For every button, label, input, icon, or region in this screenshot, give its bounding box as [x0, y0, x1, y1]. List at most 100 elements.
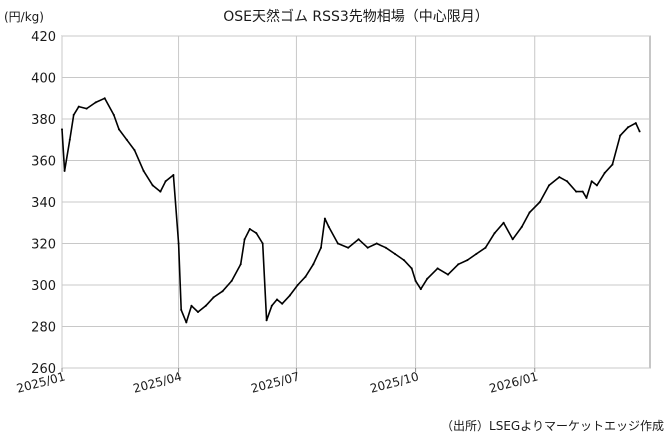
price-data-point	[172, 174, 175, 176]
price-data-point	[493, 232, 496, 235]
price-data-point	[180, 308, 183, 311]
price-data-point	[212, 296, 215, 299]
price-data-point	[402, 259, 405, 262]
y-tick-label: 360	[31, 155, 56, 170]
y-tick-label: 320	[31, 238, 56, 253]
price-data-point	[255, 232, 258, 235]
price-data-point	[239, 263, 242, 266]
chart-title: OSE天然ゴム RSS3先物相場（中心限月）	[223, 8, 489, 25]
price-data-point	[357, 238, 360, 241]
y-tick-label: 340	[31, 196, 56, 211]
price-data-point	[611, 163, 614, 166]
price-data-point	[296, 284, 299, 286]
price-data-point	[538, 201, 541, 203]
price-data-point	[288, 294, 291, 297]
price-data-point	[151, 184, 154, 187]
price-data-point	[133, 149, 136, 152]
price-data-point	[419, 288, 422, 291]
price-data-point	[638, 130, 641, 133]
price-data-point	[511, 238, 514, 241]
price-data-point	[276, 298, 278, 301]
price-data-point	[414, 279, 417, 282]
price-data-point	[177, 242, 180, 245]
price-data-point	[320, 246, 322, 249]
price-data-point	[619, 134, 622, 137]
price-data-point	[243, 238, 246, 241]
x-tick-label: 2025/04	[132, 369, 184, 395]
price-data-point	[190, 304, 193, 307]
price-data-point	[125, 138, 128, 141]
price-data-point	[436, 267, 439, 270]
grid-lines	[61, 35, 650, 369]
price-data-point	[281, 302, 284, 305]
price-data-point	[230, 279, 233, 282]
price-series	[61, 97, 641, 324]
price-data-point	[94, 101, 97, 104]
price-data-point	[457, 263, 460, 266]
price-data-point	[185, 321, 188, 324]
price-data-point	[634, 122, 637, 125]
price-data-point	[204, 304, 207, 307]
price-data-point	[336, 242, 339, 245]
price-data-point	[603, 171, 606, 174]
y-tick-label: 300	[31, 279, 56, 294]
price-data-point	[548, 184, 550, 187]
price-data-point	[393, 252, 396, 255]
price-data-point	[248, 228, 251, 230]
price-data-point	[77, 105, 80, 108]
y-tick-label: 380	[31, 113, 56, 128]
price-data-point	[566, 180, 569, 183]
price-data-point	[575, 190, 578, 193]
price-data-point	[520, 225, 523, 228]
price-data-point	[347, 246, 350, 249]
price-data-point	[61, 128, 63, 131]
x-tick-label: 2025/07	[249, 369, 301, 395]
price-data-point	[68, 138, 71, 141]
price-data-point	[475, 252, 478, 255]
price-data-point	[558, 176, 561, 179]
price-data-point	[585, 196, 588, 199]
y-tick-label: 420	[31, 30, 56, 45]
price-data-point	[72, 113, 75, 116]
price-data-point	[221, 290, 224, 293]
source-note: （出所）LSEGよりマーケットエッジ作成	[441, 419, 664, 433]
price-data-point	[327, 225, 330, 228]
price-data-point	[261, 242, 264, 245]
price-data-point	[85, 107, 88, 110]
y-tick-label: 260	[31, 362, 56, 377]
price-data-point	[484, 246, 487, 249]
y-tick-label: 400	[31, 72, 56, 87]
price-data-point	[366, 246, 369, 249]
x-axis-ticks: 2025/01 2025/04 2025/07 2025/10 2026/01	[15, 368, 540, 396]
price-data-point	[426, 277, 429, 280]
price-data-point	[164, 180, 167, 183]
y-tick-label: 280	[31, 321, 56, 336]
price-data-point	[384, 246, 387, 249]
y-axis-ticks: 260 280 300 320 340 360 380 400 420	[31, 30, 56, 377]
price-data-point	[103, 97, 106, 100]
price-data-point	[63, 169, 66, 172]
price-data-point	[447, 273, 449, 276]
x-tick-label: 2025/10	[369, 369, 421, 395]
price-data-point	[118, 128, 120, 131]
price-data-point	[312, 263, 315, 266]
x-tick-label: 2026/01	[488, 369, 540, 395]
price-series-line	[61, 97, 641, 324]
price-data-point	[270, 304, 273, 307]
price-data-point	[410, 267, 413, 270]
y-axis-unit-label: (円/kg)	[4, 10, 44, 24]
price-data-point	[304, 275, 307, 278]
price-data-point	[590, 180, 593, 183]
price-data-point	[581, 190, 584, 193]
price-data-point	[112, 113, 115, 116]
price-data-point	[323, 217, 326, 220]
price-data-point	[627, 126, 629, 129]
price-data-point	[528, 211, 531, 214]
price-data-point	[375, 242, 378, 245]
price-data-point	[466, 259, 469, 262]
price-data-point	[142, 169, 145, 172]
price-data-point	[595, 184, 598, 187]
price-data-point	[197, 311, 199, 313]
price-data-point	[265, 319, 268, 322]
